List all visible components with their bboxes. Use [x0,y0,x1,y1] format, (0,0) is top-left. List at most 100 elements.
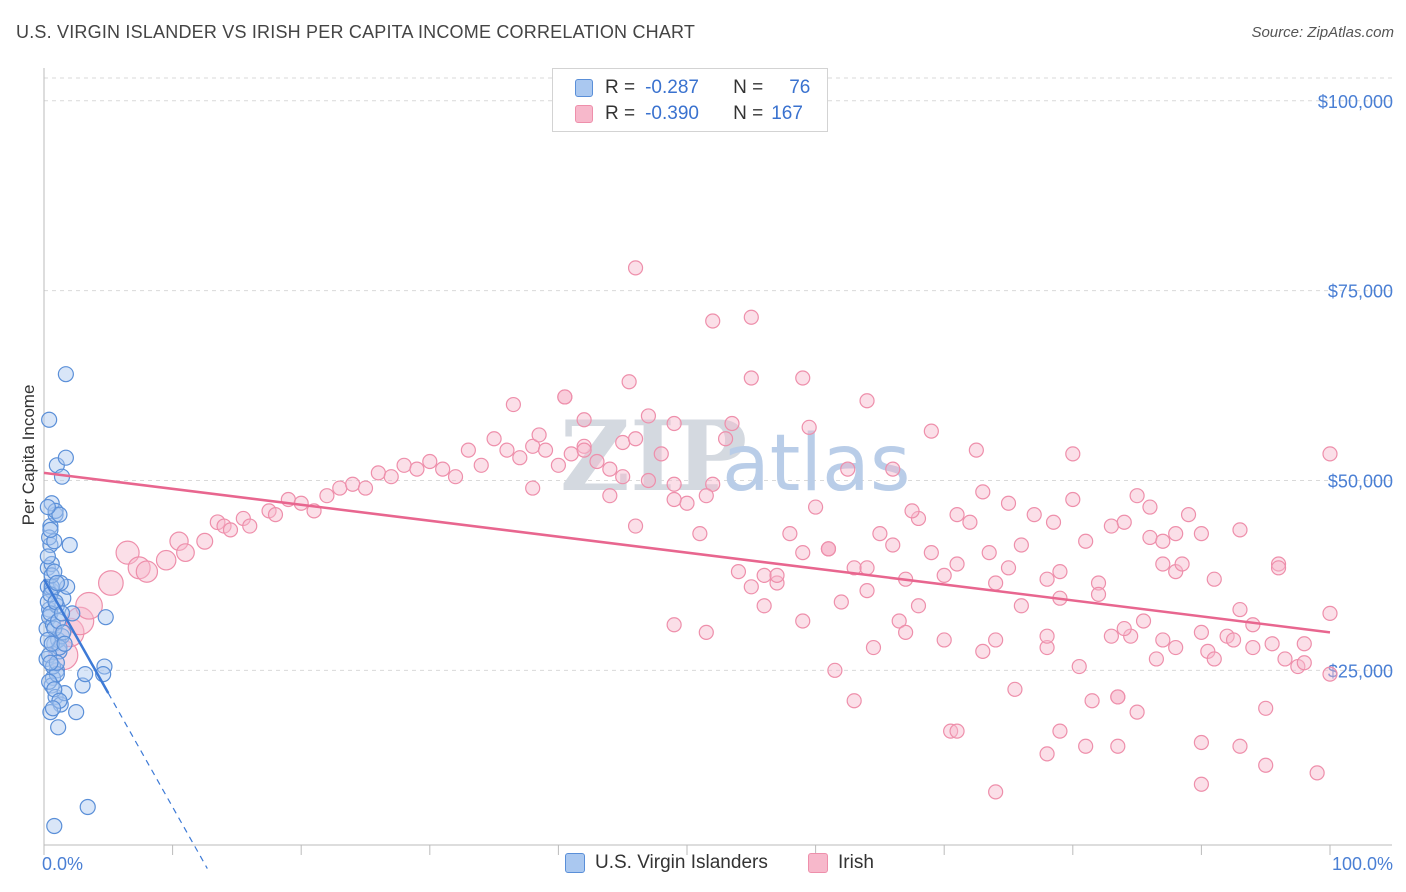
irish-point [155,549,177,571]
irish-point [267,507,284,523]
irish-point [923,423,939,439]
virgin-islander-point [42,521,59,538]
irish-point [1264,636,1280,652]
irish-point [1155,533,1171,549]
virgin-islander-point [51,506,68,523]
series-swatch-blue [565,853,585,873]
chart-title: U.S. VIRGIN ISLANDER VS IRISH PER CAPITA… [16,22,696,42]
irish-point [1258,700,1274,716]
x-tick-label: 100.0% [1332,854,1393,874]
irish-point [1007,681,1023,697]
irish-point [499,442,515,458]
series-swatch-pink [808,853,828,873]
watermark-atlas: atlas [722,419,911,509]
virgin-islander-point [50,719,67,736]
irish-point [1232,601,1248,618]
virgin-islander-point [56,635,73,652]
legend-r-value: -0.287 [645,77,699,98]
irish-point [807,499,824,515]
irish-point [615,434,631,451]
irish-point [460,442,476,458]
virgin-islander-trendline [42,578,110,694]
irish-point [1245,639,1261,656]
irish-point [615,469,631,485]
irish-point [222,522,239,538]
irish-point [975,643,991,659]
irish-point [698,624,714,640]
irish-points [48,260,1338,800]
irish-point [1000,495,1017,511]
irish-point [1168,639,1184,656]
source-credit: Source: ZipAtlas.com [1251,24,1394,41]
irish-point [1309,765,1325,781]
irish-point [949,556,965,572]
irish-point [370,465,386,481]
virgin-islander-point [61,536,78,554]
virgin-islander-point [48,574,65,592]
series-legend: U.S. Virgin Islanders Irish [0,852,1406,878]
virgin-islander-point [39,548,56,565]
irish-point [1193,734,1210,751]
legend-n-label: N = [733,77,764,98]
irish-point [1135,613,1152,629]
irish-point [898,624,914,640]
irish-point [1206,651,1222,667]
irish-point [1270,560,1287,576]
irish-point [557,389,573,405]
irish-point [1078,738,1094,754]
irish-point [550,457,567,473]
irish-point [981,545,997,561]
virgin-islander-point [44,700,62,717]
legend-r-label: R = [605,77,636,98]
irish-point [666,415,682,432]
irish-point [486,431,502,447]
irish-point [1129,704,1145,720]
irish-point [820,541,837,557]
irish-point [1322,446,1338,462]
legend-n-label: N = [733,103,764,124]
irish-point [730,564,747,580]
series-label-irish: Irish [838,852,874,873]
irish-point [537,442,554,458]
irish-point [1116,620,1132,637]
irish-point [97,570,124,596]
irish-point [1296,636,1312,652]
x-tick-label: 0.0% [42,854,83,874]
irish-point [1110,738,1126,754]
irish-point [1013,598,1029,614]
irish-point [1180,507,1197,523]
irish-point [769,567,785,584]
irish-point [840,461,856,477]
irish-point [846,693,862,709]
irish-point [936,567,952,584]
irish-point [1155,556,1171,572]
irish-point [621,374,637,390]
irish-point [75,591,103,620]
irish-point [891,613,907,629]
irish-point [1322,666,1338,682]
irish-point [1225,632,1242,648]
irish-point [512,450,528,466]
irish-point [422,453,438,470]
irish-point [743,579,759,595]
irish-point [1052,564,1068,580]
irish-point [1103,628,1119,644]
irish-point [383,469,399,485]
irish-point [679,495,695,511]
irish-point [859,393,875,409]
irish-point [1103,518,1119,534]
irish-point [135,560,159,583]
irish-point [1232,522,1248,538]
irish-point [1026,507,1042,523]
virgin-islander-point [42,654,59,671]
irish-point [1193,526,1210,542]
irish-point [1039,571,1055,587]
irish-point [801,419,817,435]
irish-point [1052,723,1068,739]
legend-n-value: 76 [789,77,811,98]
irish-point [962,514,978,530]
irish-point [332,480,348,496]
irish-point [196,532,214,550]
irish-point [988,575,1004,591]
